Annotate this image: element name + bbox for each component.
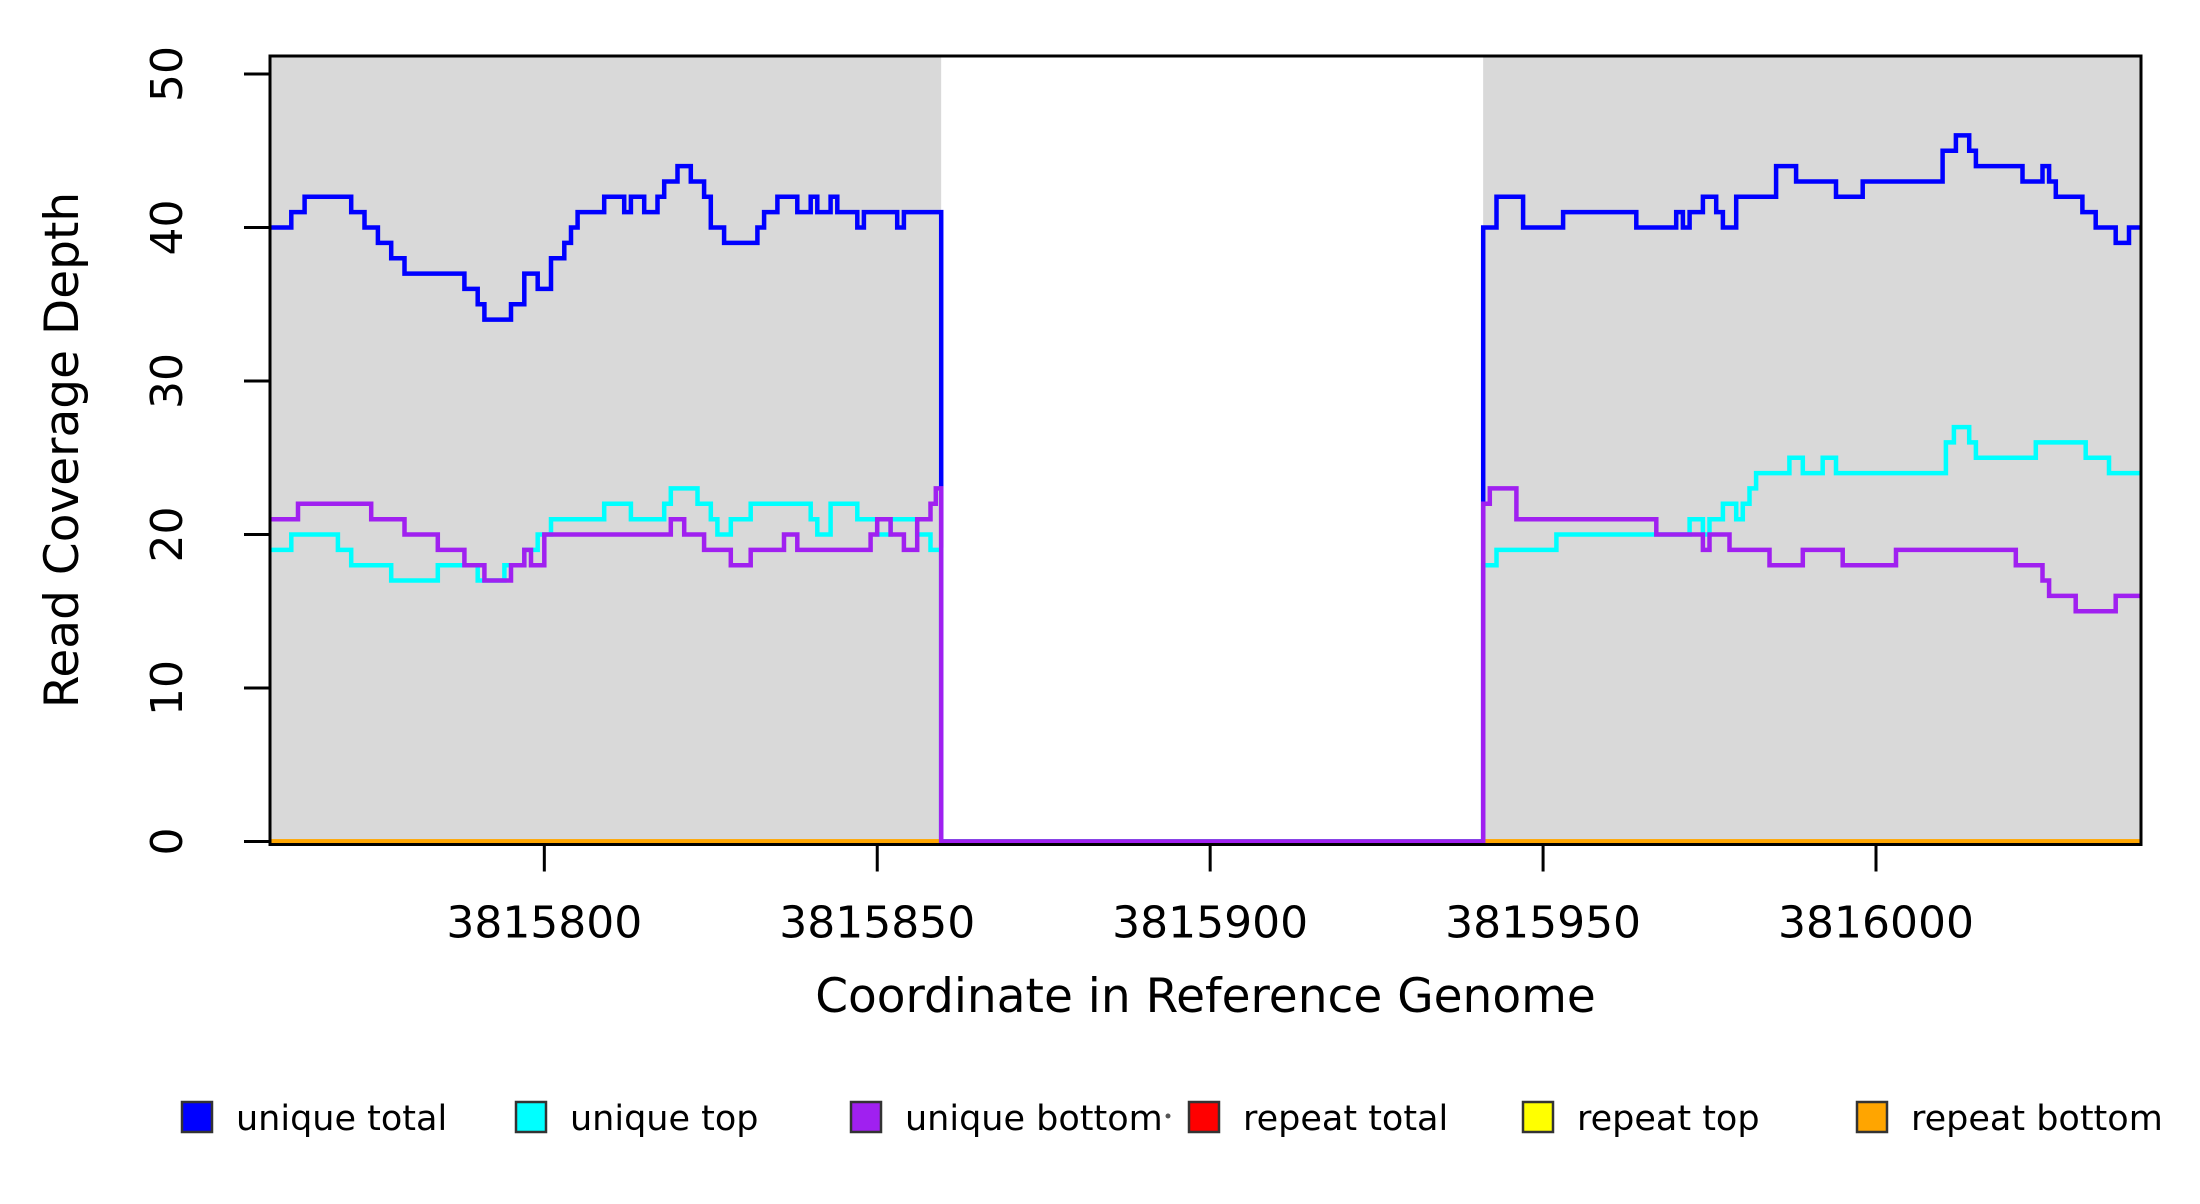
x-tick-label-1: 3815850 bbox=[779, 898, 975, 949]
stray-mark bbox=[1165, 1113, 1171, 1119]
shaded-region-right bbox=[1483, 56, 2141, 845]
shaded-region-left bbox=[270, 56, 942, 845]
legend-item-unique-total: unique total bbox=[180, 1099, 447, 1139]
legend-item-repeat-total: repeat total bbox=[1187, 1099, 1448, 1139]
y-axis-title: Read Coverage Depth bbox=[35, 192, 90, 708]
y-tick-label-3: 30 bbox=[142, 353, 193, 409]
x-axis-title: Coordinate in Reference Genome bbox=[815, 969, 1596, 1024]
x-tick-label-0: 3815800 bbox=[446, 898, 642, 949]
y-tick-label-5: 50 bbox=[142, 46, 193, 102]
legend-swatch-unique-bottom bbox=[849, 1100, 883, 1134]
x-tick-label-2: 3815900 bbox=[1112, 898, 1308, 949]
legend-swatch-unique-total bbox=[180, 1100, 214, 1134]
legend-label-unique-total: unique total bbox=[236, 1099, 447, 1139]
legend-label-repeat-bottom: repeat bottom bbox=[1911, 1099, 2163, 1139]
legend-label-repeat-top: repeat top bbox=[1577, 1099, 1760, 1139]
series-unique-bottom bbox=[270, 486, 2141, 844]
legend-item-unique-bottom: unique bottom bbox=[849, 1099, 1163, 1139]
legend-label-unique-bottom: unique bottom bbox=[905, 1099, 1163, 1139]
series-unique-total bbox=[270, 133, 2141, 844]
legend-swatch-unique-top bbox=[514, 1100, 548, 1134]
y-tick-label-4: 40 bbox=[142, 200, 193, 256]
legend-swatch-repeat-total bbox=[1187, 1100, 1221, 1134]
legend-swatch-repeat-bottom bbox=[1855, 1100, 1889, 1134]
x-tick-label-3: 3815950 bbox=[1445, 898, 1641, 949]
series-unique-top bbox=[270, 424, 2141, 844]
legend-item-repeat-top: repeat top bbox=[1521, 1099, 1760, 1139]
legend-label-repeat-total: repeat total bbox=[1243, 1099, 1448, 1139]
legend-item-repeat-bottom: repeat bottom bbox=[1855, 1099, 2163, 1139]
legend-swatch-repeat-top bbox=[1521, 1100, 1555, 1134]
plot-border bbox=[268, 54, 2143, 846]
y-tick-label-0: 0 bbox=[142, 828, 193, 856]
legend-item-unique-top: unique top bbox=[514, 1099, 759, 1139]
y-tick-label-2: 20 bbox=[142, 507, 193, 563]
x-tick-label-4: 3816000 bbox=[1778, 898, 1974, 949]
y-tick-label-1: 10 bbox=[142, 660, 193, 716]
legend-label-unique-top: unique top bbox=[570, 1099, 759, 1139]
